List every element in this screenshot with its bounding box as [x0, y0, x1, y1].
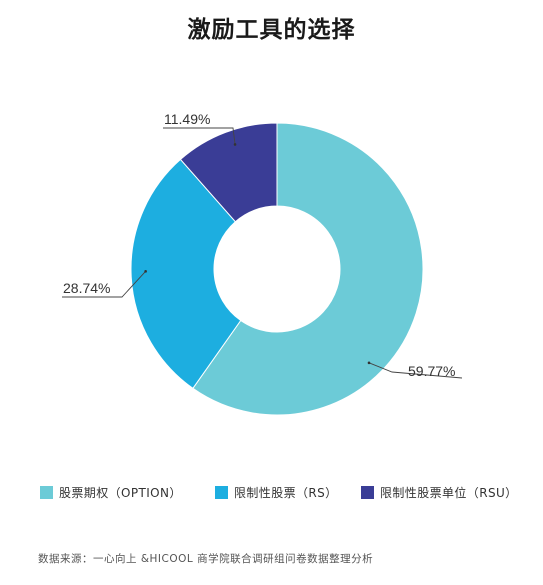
legend-item-option: 股票期权（OPTION） [40, 483, 182, 501]
donut-chart: 59.77% 28.74% 11.49% [62, 111, 463, 416]
legend-label-option: 股票期权（OPTION） [59, 485, 182, 500]
legend-swatch-rs [215, 485, 228, 499]
legend-swatch-option [40, 485, 53, 499]
data-source-note: 数据来源：一心向上 &HICOOL 商学院联合调研组问卷数据整理分析 [38, 553, 374, 565]
data-label-rs: 28.74% [63, 280, 110, 296]
data-label-rsu: 11.49% [164, 111, 210, 127]
leader-line-option [368, 362, 463, 379]
leader-dot-rsu [233, 143, 237, 146]
leader-line-rsu [163, 127, 236, 145]
legend-label-rs: 限制性股票（RS） [234, 485, 338, 500]
data-label-option: 59.77% [408, 363, 455, 379]
legend-label-rsu: 限制性股票单位（RSU） [380, 485, 518, 500]
leader-dot-rs [144, 270, 147, 273]
slice-rs [130, 158, 242, 390]
legend-swatch-rsu [361, 485, 374, 499]
legend-item-rsu: 限制性股票单位（RSU） [361, 483, 518, 501]
slice-rsu [179, 122, 278, 223]
leader-dot-option [367, 361, 371, 365]
chart-title: 激励工具的选择 [187, 17, 356, 43]
leader-line-rs [62, 271, 146, 298]
chart-legend: 股票期权（OPTION） 限制性股票（RS） 限制性股票单位（RSU） [0, 483, 543, 503]
slice-option [192, 122, 424, 416]
legend-item-rs: 限制性股票（RS） [215, 483, 338, 501]
